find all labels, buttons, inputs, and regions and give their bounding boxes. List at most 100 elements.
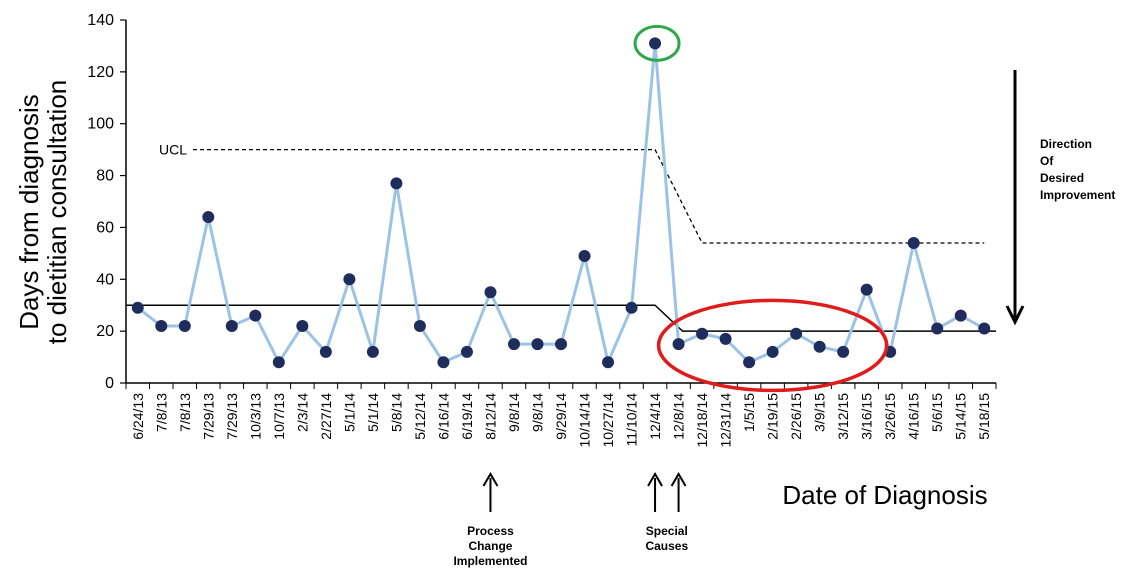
data-point	[390, 177, 403, 190]
x-tick-label: 8/12/14	[482, 393, 498, 440]
x-tick-label: 12/8/14	[671, 393, 687, 440]
improvement-ellipse	[656, 298, 889, 393]
x-tick-label: 5/18/15	[976, 393, 992, 440]
data-point	[178, 319, 191, 332]
x-tick-label: 12/31/14	[718, 393, 734, 448]
center-line-group	[126, 304, 996, 332]
x-tick-label: 5/8/14	[388, 393, 404, 432]
data-point	[296, 319, 309, 332]
x-tick-label: 7/8/13	[153, 393, 169, 432]
arrow-head	[647, 472, 663, 487]
arrow-head	[1005, 305, 1025, 326]
data-point	[719, 332, 732, 345]
data-point	[531, 338, 544, 351]
data-point	[155, 319, 168, 332]
data-point	[813, 340, 826, 353]
ucl-line-group: UCL	[159, 142, 985, 244]
data-point	[766, 345, 779, 358]
x-tick-label: 6/16/14	[435, 393, 451, 440]
x-tick-label: 5/1/14	[341, 393, 357, 432]
x-tick-label: 2/27/14	[318, 393, 334, 440]
data-point	[672, 338, 685, 351]
x-tick-label: 10/14/14	[577, 393, 593, 448]
data-point	[343, 273, 356, 286]
y-tick-label: 0	[105, 375, 114, 392]
x-tick-label: 7/8/13	[177, 393, 193, 432]
ucl-line	[193, 148, 985, 244]
direction-label: Desired	[1040, 171, 1084, 185]
special-causes-label: Causes	[645, 539, 688, 553]
x-tick-label: 12/4/14	[647, 393, 663, 440]
data-point	[625, 301, 638, 314]
x-tick-label: 3/26/15	[882, 393, 898, 440]
x-tick-label: 7/29/13	[224, 393, 240, 440]
data-point	[978, 322, 991, 335]
x-tick-label: 11/10/14	[624, 393, 640, 447]
outlier-circle	[633, 24, 681, 62]
data-point	[484, 286, 497, 299]
data-point	[837, 345, 850, 358]
x-tick-label: 6/24/13	[130, 393, 146, 440]
x-tick-label: 3/9/15	[812, 393, 828, 432]
data-point	[743, 356, 756, 369]
process-change-arrow	[482, 472, 499, 512]
center-line	[126, 304, 996, 332]
y-tick-labels: 0 20 40 60 80 100 120 140	[87, 12, 114, 392]
x-tick-label: 3/16/15	[859, 393, 875, 440]
y-tick-label: 140	[87, 12, 114, 29]
x-tick-label: 2/26/15	[788, 393, 804, 440]
x-tick-label: 12/18/14	[694, 393, 710, 448]
x-tick-label: 7/29/13	[200, 393, 216, 440]
data-point	[954, 309, 967, 322]
data-point	[649, 37, 662, 50]
x-tick-label: 10/27/14	[600, 393, 616, 448]
data-point	[413, 319, 426, 332]
y-tick-label: 40	[96, 271, 114, 288]
axes	[120, 19, 997, 389]
y-axis-label-line-2: to dietitian consultation	[42, 80, 72, 345]
x-tick-label: 10/7/13	[271, 393, 287, 440]
x-tick-label: 5/14/15	[953, 393, 969, 440]
data-point	[202, 211, 215, 224]
x-tick-label: 6/19/14	[459, 393, 475, 440]
y-tick-label: 60	[96, 219, 114, 236]
x-tick-label: 9/29/14	[553, 393, 569, 440]
y-tick-label: 80	[96, 168, 114, 185]
y-axis-label-line-1: Days from diagnosis	[14, 94, 44, 330]
data-point	[366, 345, 379, 358]
x-tick-label: 9/8/14	[529, 393, 545, 432]
data-point	[931, 322, 944, 335]
direction-label: Improvement	[1040, 188, 1115, 202]
data-point	[790, 327, 803, 340]
x-tick-labels: 6/24/13 7/8/13 7/8/13 7/29/13 7/29/13 10/3/13…	[130, 393, 992, 448]
data-point	[555, 338, 567, 351]
process-change-label: Implemented	[453, 554, 527, 568]
x-tick-label: 5/6/15	[929, 393, 945, 432]
x-tick-label: 9/8/14	[506, 393, 522, 432]
data-point	[225, 319, 238, 332]
ucl-label: UCL	[159, 142, 187, 158]
data-point	[460, 345, 473, 358]
x-tick-label: 4/16/15	[906, 393, 922, 440]
x-tick-label: 2/3/14	[294, 393, 310, 432]
special-cause-arrow	[670, 472, 687, 512]
x-tick-label: 1/5/15	[741, 393, 757, 432]
y-tick-label: 120	[87, 64, 114, 81]
y-tick-label: 20	[96, 323, 114, 340]
direction-label: Direction	[1040, 137, 1092, 151]
data-point	[602, 356, 615, 369]
data-point	[696, 327, 709, 340]
x-tick-label: 5/12/14	[412, 393, 428, 440]
data-point	[437, 356, 450, 369]
series-group	[131, 37, 991, 369]
x-tick-label: 3/12/15	[835, 393, 851, 440]
data-point	[860, 283, 873, 296]
x-tick-label: 2/19/15	[765, 393, 781, 440]
data-point	[249, 309, 262, 322]
data-point	[131, 301, 144, 314]
x-tick-label: 5/1/14	[365, 393, 381, 432]
data-point	[319, 345, 332, 358]
data-point	[907, 236, 920, 249]
